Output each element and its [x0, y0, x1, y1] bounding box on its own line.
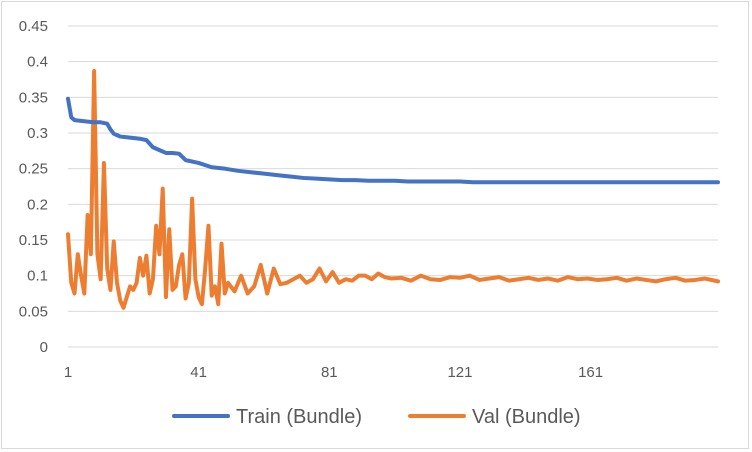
y-tick-label: 0.25	[19, 161, 48, 178]
legend-label: Train (Bundle)	[236, 406, 362, 428]
x-axis-ticks: 1 41 81 121 161	[64, 364, 603, 381]
y-tick-label: 0.1	[27, 268, 48, 285]
series-line-val	[66, 68, 720, 310]
y-tick-label: 0.05	[19, 303, 48, 320]
x-tick-label: 161	[578, 364, 603, 381]
x-tick-label: 1	[64, 364, 72, 381]
x-tick-label: 81	[321, 364, 338, 381]
legend-item: Train (Bundle)	[172, 406, 362, 428]
series-lines	[66, 68, 720, 310]
x-tick-label: 41	[190, 364, 207, 381]
y-tick-label: 0.35	[19, 89, 48, 106]
legend: Train (Bundle) Val (Bundle)	[172, 406, 581, 428]
y-tick-label: 0.3	[27, 125, 48, 142]
y-tick-label: 0	[40, 339, 48, 356]
y-tick-label: 0.15	[19, 232, 48, 249]
legend-item: Val (Bundle)	[408, 406, 581, 428]
series-line-train	[66, 96, 720, 185]
y-tick-label: 0.4	[27, 54, 48, 71]
legend-label: Val (Bundle)	[472, 406, 581, 428]
y-tick-label: 0.45	[19, 18, 48, 35]
y-tick-label: 0.2	[27, 196, 48, 213]
x-tick-label: 121	[447, 364, 472, 381]
y-axis-ticks: 0 0.05 0.1 0.15 0.2 0.25 0.3 0.35 0.4 0.45	[19, 18, 48, 356]
